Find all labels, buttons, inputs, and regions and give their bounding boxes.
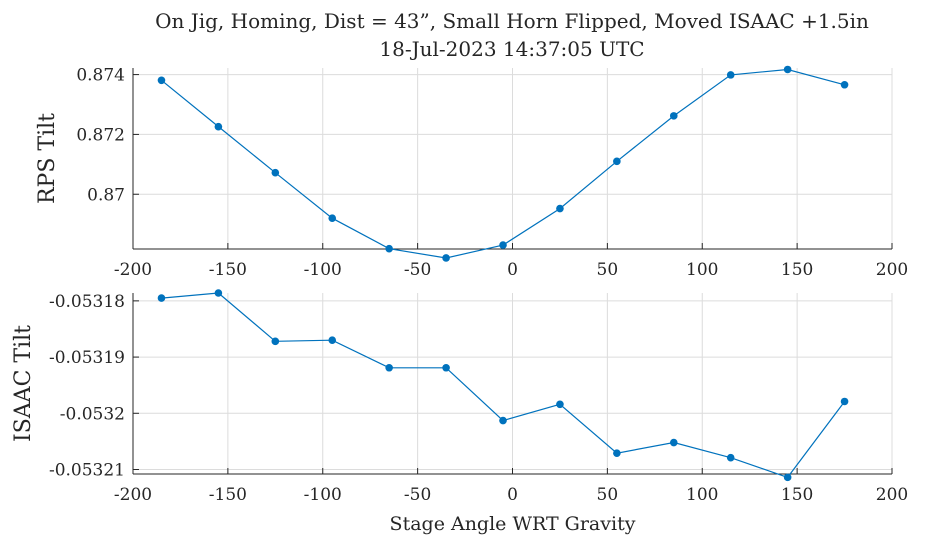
x-axis-label: Stage Angle WRT Gravity (390, 513, 636, 535)
series-line (161, 292, 846, 479)
x-tick-label: -50 (404, 485, 431, 505)
y-tick-label: 0.874 (76, 66, 125, 86)
y-tick-label: -0.0532 (60, 404, 125, 424)
x-tick-label: 200 (876, 485, 908, 505)
data-point (613, 157, 621, 166)
data-point (271, 337, 280, 346)
x-tick-label: 100 (686, 485, 718, 505)
y-tick-label: 0.87 (87, 185, 125, 205)
data-point (499, 241, 507, 249)
data-point (271, 168, 280, 177)
data-point (783, 65, 792, 74)
x-tick-label: -100 (304, 260, 342, 280)
rps-tilt-chart: -200 -150 -100 -50 0 50 100 150 200 0.87 0.872 0.87… (35, 66, 908, 280)
data-point (499, 416, 507, 425)
data-point (214, 289, 223, 297)
data-point (613, 449, 621, 458)
y-axis-label: RPS Tilt (35, 113, 60, 204)
data-point (157, 76, 166, 85)
data-point (328, 214, 337, 222)
x-tick-label: 50 (597, 485, 619, 505)
figure-title-line2: 18-Jul-2023 14:37:05 UTC (379, 37, 644, 61)
x-tick-label: 150 (781, 260, 813, 280)
data-point (783, 473, 792, 482)
data-point (442, 254, 450, 262)
y-tick-label: -0.05319 (49, 348, 125, 368)
figure-title-line1: On Jig, Homing, Dist = 43”, Small Horn F… (155, 9, 869, 33)
data-point (328, 336, 337, 345)
isaac-tilt-chart: -200 -150 -100 -50 0 50 100 150 200 -0.05321 -0.05… (11, 289, 908, 535)
data-point (556, 400, 564, 409)
x-tick-label: -150 (209, 485, 247, 505)
data-point (726, 71, 735, 79)
x-tick-label: -100 (304, 485, 342, 505)
y-tick-label: -0.05318 (49, 292, 125, 312)
x-tick-label: 0 (507, 485, 518, 505)
x-tick-label: 200 (876, 260, 908, 280)
data-point (385, 363, 393, 372)
data-point (157, 294, 166, 302)
x-tick-label: -200 (114, 260, 152, 280)
y-tick-label: -0.05321 (49, 461, 125, 481)
y-tick-label: 0.872 (76, 125, 125, 145)
data-point (726, 453, 735, 462)
x-tick-label: 0 (507, 260, 518, 280)
y-axis-label: ISAAC Tilt (11, 325, 36, 442)
data-point (214, 122, 223, 131)
data-point (669, 438, 678, 447)
x-tick-label: -50 (404, 260, 431, 280)
x-tick-label: 150 (781, 485, 813, 505)
series-line (161, 68, 845, 259)
x-tick-label: -200 (114, 485, 152, 505)
x-tick-label: 50 (597, 260, 619, 280)
x-tick-label: 100 (686, 260, 718, 280)
data-point (669, 112, 678, 120)
data-point (385, 244, 393, 253)
data-point (556, 204, 564, 213)
data-point (840, 397, 849, 406)
data-point (442, 363, 450, 372)
x-tick-label: -150 (209, 260, 247, 280)
data-point (840, 80, 849, 89)
